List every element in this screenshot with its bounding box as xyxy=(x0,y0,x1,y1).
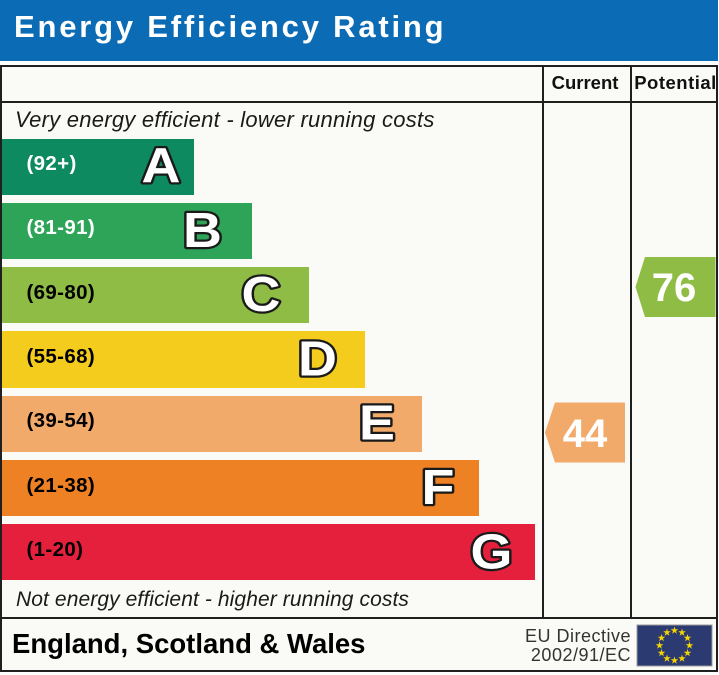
svg-text:76: 76 xyxy=(652,266,697,310)
svg-text:C: C xyxy=(242,266,281,321)
svg-text:A: A xyxy=(142,137,181,192)
svg-text:E: E xyxy=(359,395,395,450)
svg-text:G: G xyxy=(471,524,513,579)
svg-text:B: B xyxy=(183,202,222,257)
svg-text:F: F xyxy=(422,459,455,514)
svg-text:44: 44 xyxy=(563,412,608,456)
svg-text:D: D xyxy=(298,331,337,386)
